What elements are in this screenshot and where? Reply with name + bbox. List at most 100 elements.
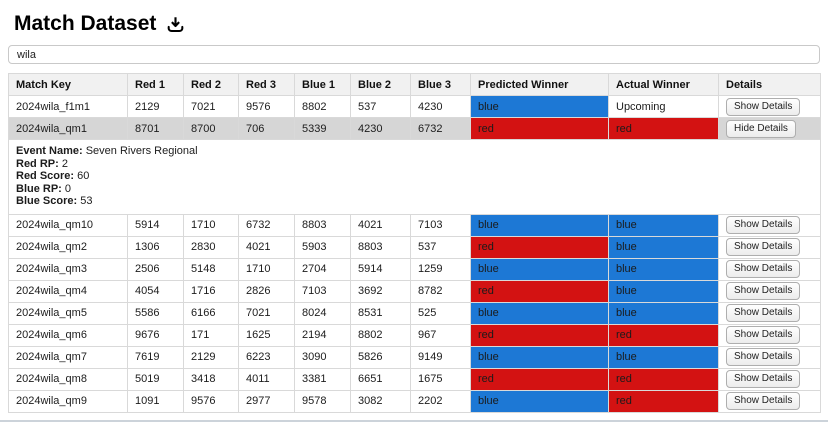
actual-winner-cell: red <box>608 117 719 140</box>
match-key-cell: 2024wila_qm2 <box>8 235 128 259</box>
detail-line-event-name: Event Name: Seven Rivers Regional <box>16 145 198 157</box>
match-key-cell: 2024wila_qm10 <box>8 213 128 237</box>
column-header-details: Details <box>718 73 821 96</box>
team-number-cell: 8531 <box>350 301 411 325</box>
table-row: 2024wila_qm10 5914 1710 6732 8803 4021 7103 blu… <box>8 213 821 237</box>
team-number-cell: 8803 <box>294 213 351 237</box>
team-number-cell: 5586 <box>127 301 184 325</box>
details-cell: Show Details <box>718 279 821 303</box>
team-number-cell: 1259 <box>410 257 471 281</box>
page-title: Match Dataset <box>14 12 828 36</box>
table-row: 2024wila_f1m1 2129 7021 9576 8802 537 4230 blue… <box>8 95 821 118</box>
team-number-cell: 1625 <box>238 323 295 347</box>
column-header-blue-2: Blue 2 <box>350 73 411 96</box>
details-cell: Show Details <box>718 345 821 369</box>
team-number-cell: 5826 <box>350 345 411 369</box>
details-cell: Show Details <box>718 235 821 259</box>
team-number-cell: 3090 <box>294 345 351 369</box>
match-key-cell: 2024wila_qm6 <box>8 323 128 347</box>
team-number-cell: 2977 <box>238 389 295 413</box>
team-number-cell: 5019 <box>127 367 184 391</box>
match-key-cell: 2024wila_qm7 <box>8 345 128 369</box>
table-row: 2024wila_qm8 5019 3418 4011 3381 6651 1675 red r… <box>8 367 821 391</box>
team-number-cell: 9576 <box>238 95 295 118</box>
predicted-winner-cell: blue <box>470 257 609 281</box>
details-toggle-button[interactable]: Show Details <box>726 260 801 278</box>
column-header-predicted-winner: Predicted Winner <box>470 73 609 96</box>
search-input[interactable] <box>8 45 820 64</box>
team-number-cell: 3381 <box>294 367 351 391</box>
actual-winner-cell: blue <box>608 257 719 281</box>
detail-line-blue-rp: Blue RP: 0 <box>16 182 72 195</box>
team-number-cell: 2129 <box>127 95 184 118</box>
match-key-cell: 2024wila_f1m1 <box>8 95 128 118</box>
detail-line-red-score: Red Score: 60 <box>16 170 90 182</box>
details-cell: Show Details <box>718 323 821 347</box>
team-number-cell: 1091 <box>127 389 184 413</box>
team-number-cell: 7619 <box>127 345 184 369</box>
table-row: 2024wila_qm1 8701 8700 706 5339 4230 6732 red re… <box>8 117 821 140</box>
match-key-cell: 2024wila_qm1 <box>8 117 128 140</box>
actual-winner-cell: red <box>608 389 719 413</box>
predicted-winner-cell: red <box>470 367 609 391</box>
table-row: 2024wila_qm4 4054 1716 2826 7103 3692 8782 red b… <box>8 279 821 303</box>
details-cell: Show Details <box>718 301 821 325</box>
team-number-cell: 525 <box>410 301 471 325</box>
team-number-cell: 7103 <box>294 279 351 303</box>
team-number-cell: 537 <box>410 235 471 259</box>
team-number-cell: 3082 <box>350 389 411 413</box>
team-number-cell: 6166 <box>183 301 239 325</box>
actual-winner-cell: red <box>608 367 719 391</box>
details-cell: Show Details <box>718 95 821 118</box>
team-number-cell: 3418 <box>183 367 239 391</box>
team-number-cell: 8803 <box>350 235 411 259</box>
match-key-cell: 2024wila_qm3 <box>8 257 128 281</box>
details-toggle-button[interactable]: Show Details <box>726 238 801 256</box>
team-number-cell: 1306 <box>127 235 184 259</box>
team-number-cell: 8700 <box>183 117 239 140</box>
table-row: 2024wila_qm3 2506 5148 1710 2704 5914 1259 blue… <box>8 257 821 281</box>
details-toggle-button[interactable]: Show Details <box>726 282 801 300</box>
predicted-winner-cell: blue <box>470 301 609 325</box>
team-number-cell: 1710 <box>238 257 295 281</box>
predicted-winner-cell: red <box>470 279 609 303</box>
team-number-cell: 1675 <box>410 367 471 391</box>
details-toggle-button[interactable]: Show Details <box>726 392 801 410</box>
details-toggle-button[interactable]: Show Details <box>726 348 801 366</box>
team-number-cell: 4021 <box>350 213 411 237</box>
team-number-cell: 5914 <box>127 213 184 237</box>
details-cell: Show Details <box>718 367 821 391</box>
team-number-cell: 2194 <box>294 323 351 347</box>
download-icon[interactable] <box>167 16 184 33</box>
column-header-actual-winner: Actual Winner <box>608 73 719 96</box>
team-number-cell: 2202 <box>410 389 471 413</box>
team-number-cell: 9676 <box>127 323 184 347</box>
team-number-cell: 5903 <box>294 235 351 259</box>
predicted-winner-cell: red <box>470 323 609 347</box>
team-number-cell: 4011 <box>238 367 295 391</box>
actual-winner-cell: blue <box>608 213 719 237</box>
details-toggle-button[interactable]: Show Details <box>726 326 801 344</box>
expanded-details-row: Event Name: Seven Rivers Regional Red RP:… <box>8 139 821 215</box>
predicted-winner-cell: blue <box>470 345 609 369</box>
details-toggle-button[interactable]: Hide Details <box>726 119 796 138</box>
column-header-blue-1: Blue 1 <box>294 73 351 96</box>
team-number-cell: 8802 <box>350 323 411 347</box>
team-number-cell: 2129 <box>183 345 239 369</box>
details-toggle-button[interactable]: Show Details <box>726 97 801 116</box>
bottom-divider <box>0 419 828 422</box>
team-number-cell: 2830 <box>183 235 239 259</box>
details-cell: Show Details <box>718 213 821 237</box>
actual-winner-cell: red <box>608 323 719 347</box>
detail-line-blue-score: Blue Score: 53 <box>16 195 93 207</box>
team-number-cell: 5339 <box>294 117 351 140</box>
match-key-cell: 2024wila_qm8 <box>8 367 128 391</box>
actual-winner-cell: blue <box>608 301 719 325</box>
team-number-cell: 8782 <box>410 279 471 303</box>
team-number-cell: 6732 <box>410 117 471 140</box>
details-toggle-button[interactable]: Show Details <box>726 216 801 234</box>
details-toggle-button[interactable]: Show Details <box>726 370 801 388</box>
details-toggle-button[interactable]: Show Details <box>726 304 801 322</box>
team-number-cell: 2826 <box>238 279 295 303</box>
table-row: 2024wila_qm9 1091 9576 2977 9578 3082 2202 blue… <box>8 389 821 413</box>
